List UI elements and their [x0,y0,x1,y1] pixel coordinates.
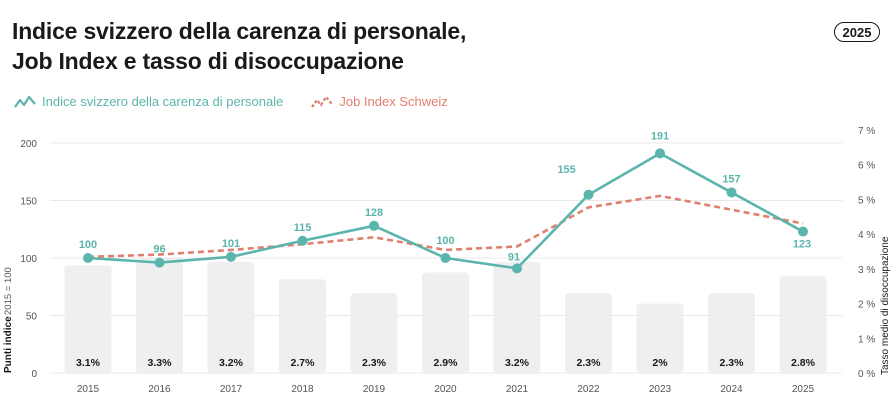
legend-label-shortage-index: Indice svizzero della carenza di persona… [42,94,284,109]
title-line-2: Job Index e tasso di disoccupazione [12,48,404,74]
bar-value-label: 3.2% [505,357,530,369]
bar-value-label: 2.3% [720,357,745,369]
chart-title: Indice svizzero della carenza di persona… [12,16,466,76]
point-value-label: 100 [79,239,97,251]
bar-unemployment [207,261,255,373]
year-badge: 2025 [834,22,880,42]
bar-value-label: 2% [652,357,668,369]
y-right-tick-label: 7 % [858,126,875,137]
point-value-label: 128 [365,207,383,219]
bar-value-label: 2.3% [362,357,387,369]
point-value-label: 101 [222,238,240,250]
bar-value-label: 2.8% [791,357,816,369]
x-tick-label: 2025 [792,384,815,395]
x-tick-label: 2019 [363,384,386,395]
y-left-tick-label: 200 [20,139,37,150]
y-right-tick-label: 4 % [858,230,875,241]
y-left-axis-title: Punti indice [3,316,14,373]
bar-unemployment [565,293,612,373]
bar-unemployment [136,258,183,373]
line-shortage-index [87,152,804,270]
y-right-tick-label: 5 % [858,195,875,206]
point-value-label: 96 [153,244,165,256]
x-tick-label: 2017 [220,384,243,395]
line-legend-icon [14,95,36,108]
line-job-index [87,194,804,259]
x-tick-label: 2015 [77,384,100,395]
bar-value-label: 3.2% [219,357,244,369]
point-value-label: 115 [294,222,312,234]
point-value-label: 157 [722,173,740,185]
x-tick-label: 2022 [577,384,600,395]
y-right-tick-label: 3 % [858,265,875,276]
y-left-tick-label: 50 [26,312,38,323]
point-value-label: 91 [508,251,520,263]
bar-unemployment [708,293,755,373]
bar-value-label: 2.9% [434,357,459,369]
point-shortage-index [226,251,236,262]
x-tick-label: 2024 [720,384,743,395]
bar-unemployment [350,293,398,373]
y-left-axis-subtitle: 2015 = 100 [3,267,14,315]
bar-unemployment [64,265,112,373]
y-left-tick-label: 150 [20,197,37,208]
point-value-label: 155 [557,164,575,176]
y-right-axis-title: Tasso medio di disoccupazione [880,236,891,375]
point-shortage-index [297,235,308,246]
point-shortage-index [583,189,594,200]
bar-value-label: 3.3% [148,357,173,369]
dashed-line-legend-icon [311,94,334,108]
bar-unemployment [493,261,541,373]
point-shortage-index [440,253,451,263]
point-value-label: 191 [651,130,669,142]
bar-value-label: 3.1% [76,357,101,369]
x-tick-label: 2020 [434,384,457,395]
x-tick-label: 2021 [506,384,529,395]
point-shortage-index [655,148,665,159]
point-shortage-index [369,220,379,231]
y-right-tick-label: 1 % [858,334,875,345]
x-tick-label: 2023 [649,384,672,395]
point-shortage-index [154,257,165,268]
bar-unemployment [636,303,684,373]
title-line-1: Indice svizzero della carenza di persona… [12,18,467,44]
legend-item-shortage-index: Indice svizzero della carenza di persona… [14,94,283,109]
legend-item-job-index: Job Index Schweiz [311,94,448,109]
point-value-label: 123 [793,239,811,251]
bar-value-label: 2.7% [291,357,316,369]
point-shortage-index [798,226,808,237]
y-right-tick-label: 0 % [858,369,875,380]
bar-unemployment [422,272,469,373]
x-tick-label: 2018 [291,384,314,395]
x-tick-label: 2016 [148,384,171,395]
y-right-tick-label: 2 % [858,300,875,311]
y-left-tick-label: 100 [20,254,37,265]
y-left-tick-label: 0 [31,369,37,380]
point-value-label: 100 [436,235,454,247]
point-shortage-index [83,253,93,263]
point-shortage-index [726,187,737,198]
bar-unemployment [779,275,827,373]
bar-unemployment [279,279,326,373]
y-right-tick-label: 6 % [858,161,875,172]
legend-label-job-index: Job Index Schweiz [339,94,448,109]
bar-value-label: 2.3% [577,357,602,369]
legend: Indice svizzero della carenza di persona… [14,94,476,109]
point-shortage-index [512,263,522,274]
